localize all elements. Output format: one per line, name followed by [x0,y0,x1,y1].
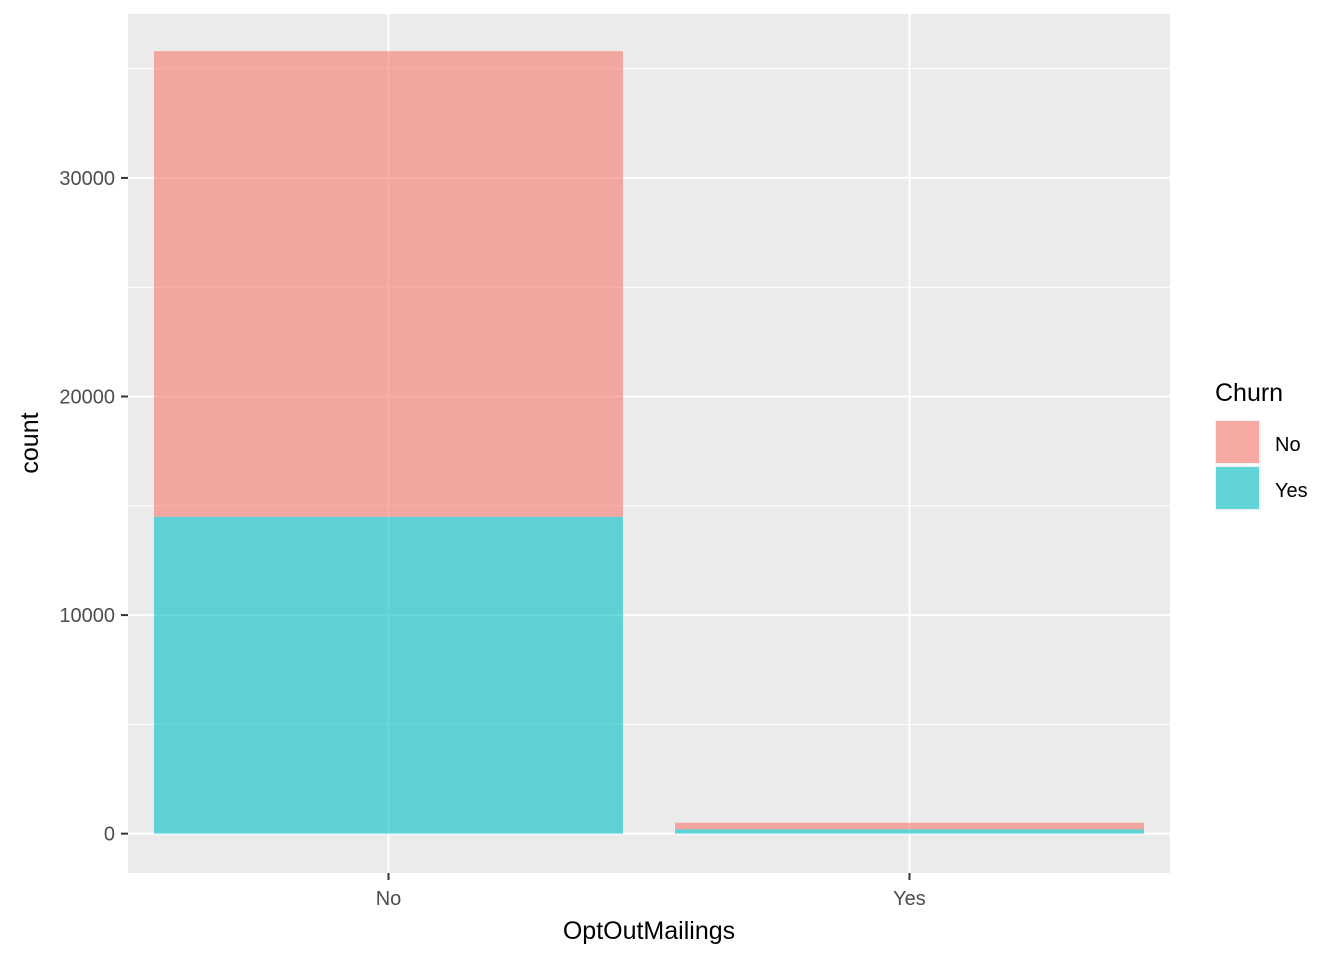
bar-no-churn-no [154,51,623,517]
bar-yes-churn-yes [675,829,1144,834]
bar-no-churn-yes [154,516,623,834]
legend-label-yes: Yes [1275,480,1308,502]
y-tick-label: 10000 [59,605,115,627]
y-axis-title: count [16,412,44,473]
legend-swatch-yes [1216,467,1259,509]
x-tick-label: Yes [893,888,926,910]
y-tick-label: 30000 [59,168,115,190]
y-tick-label: 0 [104,824,115,846]
x-axis: No Yes [376,873,926,910]
x-axis-title: OptOutMailings [563,917,735,945]
legend-label-no: No [1275,434,1301,456]
legend-swatch-no [1216,421,1259,463]
bar-yes-churn-no [675,822,1144,830]
bars [154,51,1144,834]
y-tick-label: 20000 [59,387,115,409]
x-tick-label: No [376,888,402,910]
legend-title: Churn [1215,379,1283,407]
legend: Churn No Yes [1215,379,1308,510]
y-axis: 0 10000 20000 30000 [59,168,128,846]
